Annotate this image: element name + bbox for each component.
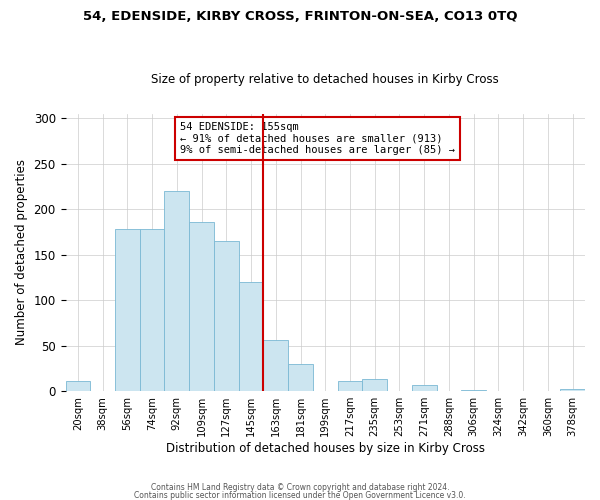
Title: Size of property relative to detached houses in Kirby Cross: Size of property relative to detached ho… bbox=[151, 73, 499, 86]
Bar bbox=[115, 229, 140, 391]
Bar bbox=[362, 380, 387, 391]
Bar bbox=[164, 191, 189, 391]
Bar bbox=[263, 340, 288, 391]
Bar bbox=[412, 385, 437, 391]
Text: Contains public sector information licensed under the Open Government Licence v3: Contains public sector information licen… bbox=[134, 490, 466, 500]
Bar bbox=[239, 282, 263, 391]
Bar bbox=[140, 229, 164, 391]
Text: Contains HM Land Registry data © Crown copyright and database right 2024.: Contains HM Land Registry data © Crown c… bbox=[151, 484, 449, 492]
Text: 54 EDENSIDE: 155sqm
← 91% of detached houses are smaller (913)
9% of semi-detach: 54 EDENSIDE: 155sqm ← 91% of detached ho… bbox=[180, 122, 455, 155]
Bar bbox=[214, 241, 239, 391]
Bar bbox=[189, 222, 214, 391]
Text: 54, EDENSIDE, KIRBY CROSS, FRINTON-ON-SEA, CO13 0TQ: 54, EDENSIDE, KIRBY CROSS, FRINTON-ON-SE… bbox=[83, 10, 517, 23]
Y-axis label: Number of detached properties: Number of detached properties bbox=[15, 160, 28, 346]
Bar bbox=[461, 390, 486, 391]
Bar bbox=[65, 381, 90, 391]
Bar bbox=[288, 364, 313, 391]
Bar bbox=[338, 381, 362, 391]
X-axis label: Distribution of detached houses by size in Kirby Cross: Distribution of detached houses by size … bbox=[166, 442, 485, 455]
Bar bbox=[560, 390, 585, 391]
